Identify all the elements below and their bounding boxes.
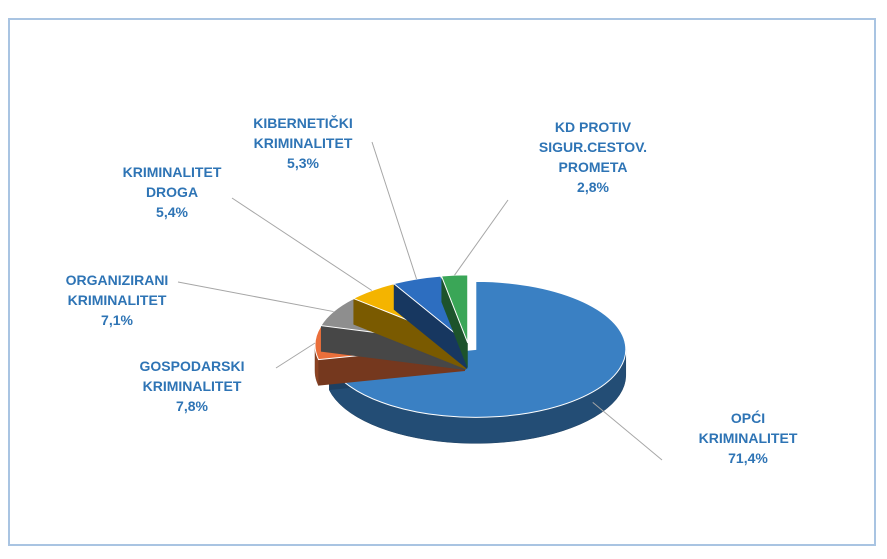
category-label: KIBERNETIČKI KRIMINALITET (253, 115, 353, 151)
data-label: GOSPODARSKI KRIMINALITET 7,8% (132, 356, 252, 416)
slice-top (328, 280, 627, 418)
value-label: 71,4% (728, 450, 768, 466)
chart-frame (8, 18, 876, 546)
data-label: KD PROTIV SIGUR.CESTOV. PROMETA 2,8% (533, 117, 653, 197)
data-label: OPĆI KRIMINALITET 71,4% (688, 408, 808, 468)
value-label: 5,4% (156, 204, 188, 220)
value-label: 5,3% (287, 155, 319, 171)
leader-line (177, 281, 334, 313)
value-label: 7,1% (101, 312, 133, 328)
slice-top (440, 274, 469, 344)
slice-cut (353, 298, 467, 370)
slice-top (392, 275, 469, 345)
leader-line (275, 342, 316, 369)
category-label: ORGANIZIRANI KRIMINALITET (65, 272, 169, 308)
data-label: KIBERNETIČKI KRIMINALITET 5,3% (243, 113, 363, 173)
leader-line (371, 141, 418, 280)
leader-line (231, 197, 373, 291)
slice-cut (441, 275, 468, 369)
leader-line (454, 199, 509, 276)
slice-cut (320, 325, 466, 370)
category-label: KRIMINALITET DROGA (122, 164, 222, 200)
slice-cut (393, 283, 467, 370)
pie-slice (440, 274, 469, 369)
value-label: 2,8% (577, 179, 609, 195)
category-label: KD PROTIV SIGUR.CESTOV. PROMETA (538, 119, 648, 175)
category-label: OPĆI KRIMINALITET (698, 410, 798, 446)
data-label: KRIMINALITET DROGA 5,4% (112, 162, 232, 222)
value-label: 7,8% (176, 398, 208, 414)
data-label: ORGANIZIRANI KRIMINALITET 7,1% (57, 270, 177, 330)
leader-line (592, 401, 663, 461)
category-label: GOSPODARSKI KRIMINALITET (139, 358, 245, 394)
